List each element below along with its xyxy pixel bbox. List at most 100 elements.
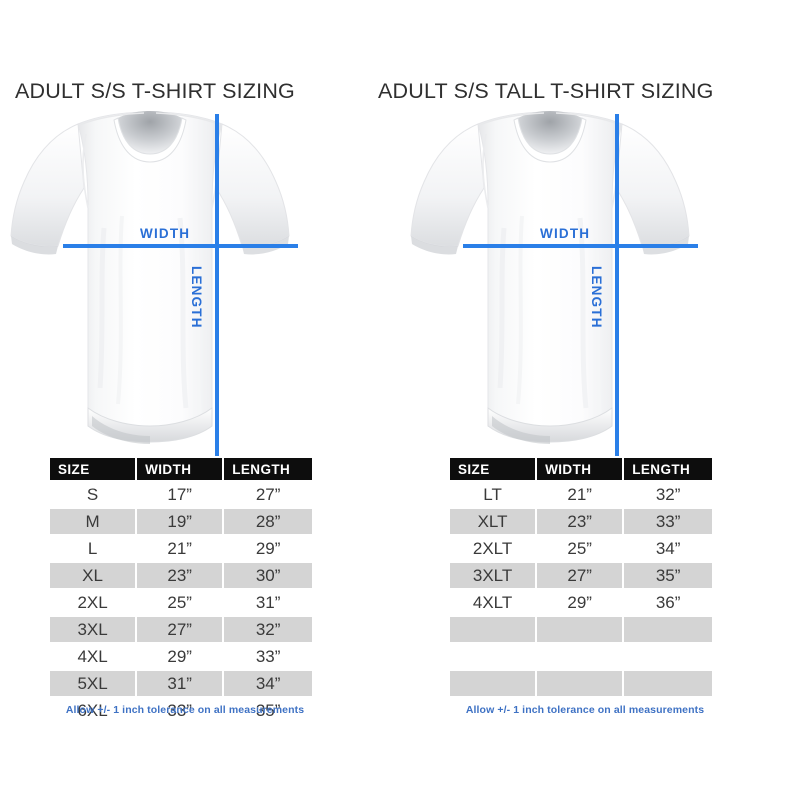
cell-size: XLT <box>450 509 536 534</box>
table-body-standard: S 17” 27” M 19” 28” L 21” 29” XL 23” <box>50 482 312 723</box>
fabric-fold-3 <box>577 217 589 409</box>
table-row: 6XL 33” 35” <box>50 698 312 723</box>
cell-empty <box>450 644 536 669</box>
length-measure-line <box>215 114 219 456</box>
hem-shadow <box>492 416 550 444</box>
cell-size: L <box>50 536 136 561</box>
length-measure-line <box>615 114 619 456</box>
sleeve-left-shape <box>410 123 485 247</box>
chart-title-standard: ADULT S/S T-SHIRT SIZING <box>15 79 295 103</box>
cell-size: 4XLT <box>450 590 536 615</box>
tshirt-diagram-tall: WIDTH LENGTH <box>400 108 770 456</box>
table-row: 3XL 27” 32” <box>50 617 312 642</box>
table-header-tall: SIZE WIDTH LENGTH <box>450 458 712 480</box>
tshirt-illustration-icon <box>410 111 690 444</box>
width-label: WIDTH <box>540 226 591 241</box>
cell-size: 6XL <box>50 698 136 723</box>
cell-width: 21” <box>137 536 223 561</box>
table-row: M 19” 28” <box>50 509 312 534</box>
cell-width: 31” <box>137 671 223 696</box>
sleeve-right-shape <box>615 123 690 247</box>
length-label: LENGTH <box>589 266 604 329</box>
collar-ribbing <box>513 117 587 163</box>
cell-size: 2XL <box>50 590 136 615</box>
sleeve-left-cuff <box>11 236 58 255</box>
tolerance-note-tall: Allow +/- 1 inch tolerance on all measur… <box>465 704 705 716</box>
header-length: LENGTH <box>624 458 712 480</box>
cell-size: 3XL <box>50 617 136 642</box>
panel-standard: WIDTH LENGTH SIZE WIDTH LENGTH S 17” 27”… <box>0 108 370 728</box>
width-measure-line <box>63 244 298 248</box>
fabric-fold-4 <box>194 237 202 415</box>
cell-width: 25” <box>537 536 623 561</box>
cell-length: 33” <box>224 644 312 669</box>
table-row: 5XL 31” 34” <box>50 671 312 696</box>
cell-size: 2XLT <box>450 536 536 561</box>
fabric-fold-2 <box>516 215 524 405</box>
header-width: WIDTH <box>537 458 623 480</box>
table-row-empty <box>450 671 712 696</box>
header-size: SIZE <box>50 458 136 480</box>
armhole-seam-left <box>482 133 489 209</box>
cell-width: 27” <box>137 617 223 642</box>
cell-size: XL <box>50 563 136 588</box>
chart-title-tall: ADULT S/S TALL T-SHIRT SIZING <box>378 79 714 103</box>
cell-width: 25” <box>137 590 223 615</box>
table-header-row: SIZE WIDTH LENGTH <box>50 458 312 480</box>
cell-empty <box>450 617 536 642</box>
cell-length: 34” <box>224 671 312 696</box>
neckline-opening <box>118 111 182 154</box>
panel-tall: WIDTH LENGTH SIZE WIDTH LENGTH LT 21” 32… <box>400 108 770 728</box>
table-row: 2XLT 25” 34” <box>450 536 712 561</box>
cell-empty <box>624 698 712 723</box>
sleeve-left-cuff <box>411 236 458 255</box>
cell-width: 23” <box>537 509 623 534</box>
cell-size: M <box>50 509 136 534</box>
hem-shadow <box>92 416 150 444</box>
fabric-fold-2 <box>116 215 124 405</box>
cell-length: 32” <box>624 482 712 507</box>
tshirt-diagram-standard: WIDTH LENGTH <box>0 108 370 456</box>
table-row: 4XL 29” 33” <box>50 644 312 669</box>
cell-size: 3XLT <box>450 563 536 588</box>
table-row: 2XL 25” 31” <box>50 590 312 615</box>
cell-length: 34” <box>624 536 712 561</box>
table-row: XLT 23” 33” <box>450 509 712 534</box>
tolerance-note-standard: Allow +/- 1 inch tolerance on all measur… <box>65 704 305 716</box>
table-header-standard: SIZE WIDTH LENGTH <box>50 458 312 480</box>
neckline-opening <box>518 111 582 154</box>
size-table-standard: SIZE WIDTH LENGTH S 17” 27” M 19” 28” L <box>48 456 314 725</box>
cell-length: 32” <box>224 617 312 642</box>
cell-width: 23” <box>137 563 223 588</box>
cell-empty <box>624 617 712 642</box>
fabric-fold-4 <box>594 237 602 415</box>
cell-empty <box>624 671 712 696</box>
table-row-empty <box>450 617 712 642</box>
fabric-fold-3 <box>177 217 189 409</box>
fabric-fold-1 <box>97 227 107 389</box>
cell-size: S <box>50 482 136 507</box>
cell-length: 35” <box>224 698 312 723</box>
shoulder-seam-left <box>479 112 545 126</box>
table-row: 3XLT 27” 35” <box>450 563 712 588</box>
cell-size: LT <box>450 482 536 507</box>
table-row: L 21” 29” <box>50 536 312 561</box>
header-size: SIZE <box>450 458 536 480</box>
table-row-empty <box>450 644 712 669</box>
table-row: 4XLT 29” 36” <box>450 590 712 615</box>
cell-size: 5XL <box>50 671 136 696</box>
cell-width: 27” <box>537 563 623 588</box>
table-row: S 17” 27” <box>50 482 312 507</box>
tshirt-illustration-icon <box>10 111 290 444</box>
collar-ribbing <box>113 117 187 163</box>
armhole-seam-left <box>82 133 89 209</box>
cell-width: 17” <box>137 482 223 507</box>
cell-width: 29” <box>537 590 623 615</box>
cell-length: 30” <box>224 563 312 588</box>
table-header-row: SIZE WIDTH LENGTH <box>450 458 712 480</box>
size-table-tall: SIZE WIDTH LENGTH LT 21” 32” XLT 23” 33”… <box>448 456 714 725</box>
width-measure-line <box>463 244 698 248</box>
cell-length: 33” <box>624 509 712 534</box>
cell-empty <box>537 671 623 696</box>
